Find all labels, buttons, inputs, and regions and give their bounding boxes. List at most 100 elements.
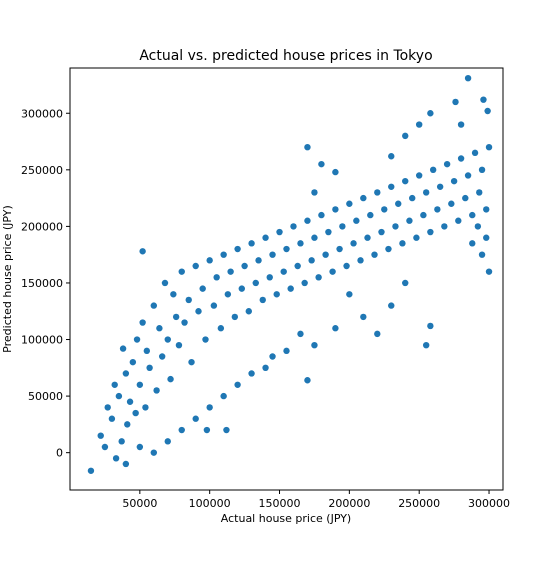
scatter-point xyxy=(420,211,427,219)
scatter-point xyxy=(87,467,95,474)
scatter-point xyxy=(276,228,283,236)
scatter-point xyxy=(252,279,259,287)
scatter-point xyxy=(112,455,120,462)
scatter-point xyxy=(464,74,472,82)
scatter-point xyxy=(304,144,311,151)
scatter-point xyxy=(175,341,183,349)
scatter-point xyxy=(188,358,195,366)
scatter-point xyxy=(399,240,406,247)
scatter-point xyxy=(101,443,109,451)
scatter-point xyxy=(471,149,479,157)
y-tick-label: 250000 xyxy=(21,164,63,177)
scatter-point xyxy=(422,189,430,196)
scatter-point xyxy=(374,330,381,338)
scatter-point xyxy=(108,415,116,422)
scatter-point xyxy=(217,325,225,332)
scatter-point xyxy=(381,206,388,213)
scatter-point xyxy=(185,296,192,304)
scatter-point xyxy=(139,319,146,326)
scatter-point xyxy=(350,240,357,247)
scatter-point xyxy=(402,279,409,287)
scatter-point xyxy=(195,308,202,315)
scatter-point xyxy=(311,234,318,241)
scatter-point xyxy=(122,370,130,377)
scatter-point xyxy=(220,392,227,400)
scatter-point xyxy=(213,274,220,281)
scatter-point xyxy=(245,308,252,315)
scatter-point xyxy=(161,279,169,287)
scatter-point xyxy=(301,279,308,287)
scatter-point xyxy=(248,240,255,247)
scatter-point xyxy=(392,223,399,230)
scatter-point xyxy=(224,291,232,298)
scatter-point xyxy=(484,107,491,115)
scatter-point xyxy=(133,336,141,343)
scatter-point xyxy=(441,223,448,230)
scatter-point xyxy=(304,377,311,384)
scatter-point xyxy=(315,274,322,281)
scatter-point xyxy=(436,183,444,190)
scatter-point xyxy=(164,336,171,343)
scatter-point xyxy=(203,426,211,434)
scatter-point xyxy=(150,302,158,309)
scatter-point xyxy=(304,217,311,224)
scatter-point xyxy=(220,251,227,258)
scatter-point xyxy=(238,285,245,292)
scatter-point xyxy=(111,381,118,388)
scatter-point xyxy=(290,223,297,230)
scatter-point xyxy=(413,234,420,241)
scatter-point xyxy=(156,325,163,332)
scatter-point xyxy=(297,240,304,247)
scatter-point xyxy=(325,228,332,236)
scatter-point xyxy=(448,200,455,207)
scatter-point xyxy=(332,168,339,176)
scatter-point xyxy=(480,96,487,103)
y-tick-label: 100000 xyxy=(21,334,63,347)
scatter-point xyxy=(280,268,287,275)
scatter-point xyxy=(255,257,262,264)
scatter-point xyxy=(119,345,127,352)
x-ticks: 50000 100000 150000 200000 250000 300000 xyxy=(122,490,510,510)
scatter-point xyxy=(409,194,416,202)
scatter-point xyxy=(353,217,360,224)
scatter-point xyxy=(367,211,374,219)
scatter-point xyxy=(206,257,213,264)
scatter-point xyxy=(104,404,111,411)
scatter-point xyxy=(143,347,151,355)
scatter-point xyxy=(485,268,493,275)
scatter-point xyxy=(311,189,318,196)
scatter-point xyxy=(415,121,423,128)
scatter-point xyxy=(231,313,239,321)
scatter-point xyxy=(360,313,367,321)
scatter-point xyxy=(457,155,465,162)
scatter-point xyxy=(122,460,130,468)
scatter-point xyxy=(443,160,451,168)
scatter-point xyxy=(469,240,476,247)
scatter-point xyxy=(273,291,280,298)
scatter-point xyxy=(415,172,423,179)
scatter-point xyxy=(427,228,434,236)
x-tick-label: 200000 xyxy=(328,497,370,510)
scatter-point xyxy=(259,296,266,304)
y-tick-label: 50000 xyxy=(28,390,63,403)
scatter-point xyxy=(241,262,248,270)
scatter-point xyxy=(455,217,462,224)
scatter-point xyxy=(357,257,364,264)
scatter-point xyxy=(427,322,434,330)
x-tick-label: 50000 xyxy=(122,497,157,510)
scatter-point xyxy=(339,223,346,230)
scatter-point xyxy=(450,177,458,185)
scatter-point xyxy=(476,189,483,196)
scatter-point xyxy=(192,262,199,270)
scatter-point xyxy=(146,364,153,372)
scatter-point xyxy=(388,302,395,309)
scatter-point xyxy=(266,274,273,281)
scatter-point xyxy=(469,211,476,219)
scatter-point xyxy=(318,160,325,168)
y-axis-label: Predicted house price (JPY) xyxy=(1,205,14,353)
chart-title: Actual vs. predicted house prices in Tok… xyxy=(139,48,432,64)
scatter-point xyxy=(248,370,255,377)
scatter-point xyxy=(118,438,125,445)
scatter-point xyxy=(474,223,482,230)
